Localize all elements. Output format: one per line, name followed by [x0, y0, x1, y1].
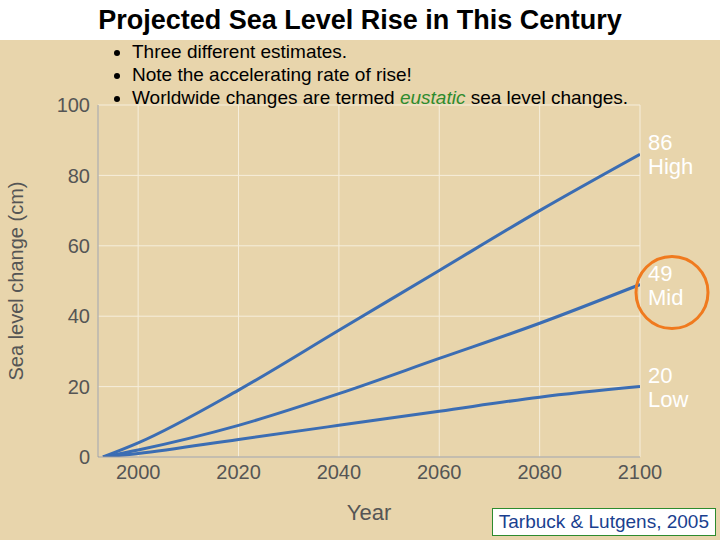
svg-text:60: 60: [68, 235, 90, 257]
svg-text:2000: 2000: [116, 461, 161, 483]
svg-text:Mid: Mid: [648, 285, 683, 310]
svg-text:Sea level change (cm): Sea level change (cm): [8, 182, 27, 381]
svg-text:20: 20: [648, 363, 672, 388]
svg-text:86: 86: [648, 130, 672, 155]
svg-text:40: 40: [68, 305, 90, 327]
html-text:Worldwide changes are termed e: Worldwide changes are termed eustatic se…: [132, 87, 629, 108]
svg-text:100: 100: [57, 94, 90, 116]
svg-text:80: 80: [68, 165, 90, 187]
html-text:Tarbuck & Lutgens, 2005: Tarbuck & Lutgens, 2005: [498, 511, 709, 532]
svg-text:Low: Low: [648, 387, 688, 412]
svg-text:Year: Year: [347, 500, 391, 525]
svg-text:0: 0: [79, 446, 90, 468]
html-text:Note the accelerating rate of: Note the accelerating rate of rise!: [132, 64, 412, 85]
svg-text:2040: 2040: [317, 461, 362, 483]
svg-text:2080: 2080: [517, 461, 562, 483]
svg-text:2020: 2020: [216, 461, 261, 483]
svg-text:2060: 2060: [417, 461, 462, 483]
html-text:Three different estimates.: Three different estimates.: [132, 41, 348, 62]
svg-text:High: High: [648, 154, 693, 179]
svg-text:2100: 2100: [618, 461, 663, 483]
svg-text:20: 20: [68, 376, 90, 398]
html-text:Projected Sea Level Rise in Th: Projected Sea Level Rise in This Century: [98, 5, 622, 35]
svg-text:49: 49: [648, 260, 673, 286]
